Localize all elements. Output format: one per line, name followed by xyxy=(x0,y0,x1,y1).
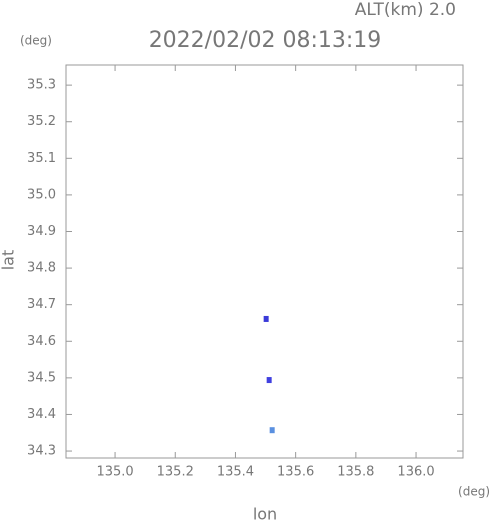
x-tick-label: 135.0 xyxy=(96,465,133,480)
y-axis-title: lat xyxy=(0,250,18,271)
plot-frame xyxy=(65,64,464,459)
y-tick-label: 34.6 xyxy=(27,334,56,349)
y-tick-label: 35.0 xyxy=(27,187,56,202)
y-unit: (deg) xyxy=(20,34,52,48)
y-tick-label: 35.3 xyxy=(27,78,56,93)
chart-title: 2022/02/02 08:13:19 xyxy=(149,28,382,53)
y-tick-label: 34.3 xyxy=(27,444,56,459)
data-point xyxy=(263,315,269,322)
y-tick-label: 34.8 xyxy=(27,261,56,276)
y-tick-label: 34.7 xyxy=(27,297,56,312)
x-tick-label: 135.4 xyxy=(217,465,254,480)
y-tick-label: 35.2 xyxy=(27,114,56,129)
x-tick-label: 135.6 xyxy=(277,465,314,480)
x-unit: (deg) xyxy=(458,485,490,499)
subtitle: ALT(km) 2.0 xyxy=(355,0,456,20)
x-tick-label: 136.0 xyxy=(397,465,434,480)
data-point xyxy=(269,427,275,434)
x-tick-label: 135.2 xyxy=(157,465,194,480)
x-axis-title: lon xyxy=(253,505,277,521)
data-point xyxy=(266,377,272,384)
y-tick-label: 34.5 xyxy=(27,370,56,385)
y-tick-label: 35.1 xyxy=(27,151,56,166)
y-tick-label: 34.9 xyxy=(27,224,56,239)
x-tick-label: 135.8 xyxy=(337,465,374,480)
y-tick-label: 34.4 xyxy=(27,407,56,422)
